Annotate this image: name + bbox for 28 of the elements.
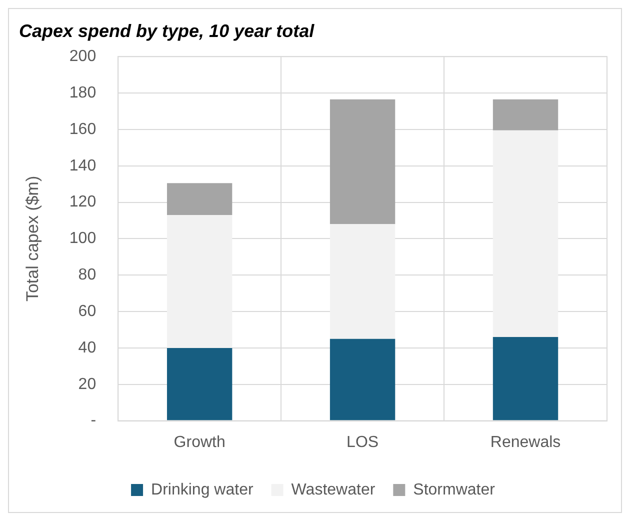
bar bbox=[492, 130, 558, 338]
bar bbox=[330, 338, 396, 420]
y-tick-label: 60 bbox=[78, 302, 96, 320]
bar bbox=[166, 183, 232, 216]
y-tick-label: 180 bbox=[69, 84, 96, 102]
y-axis-title: Total capex ($m) bbox=[22, 176, 42, 302]
y-tick-label: 100 bbox=[69, 230, 96, 248]
x-tick-label: Growth bbox=[174, 434, 226, 451]
x-tick-label: Renewals bbox=[490, 434, 561, 451]
bar bbox=[492, 99, 558, 130]
chart-title: Capex spend by type, 10 year total bbox=[19, 20, 316, 41]
bar bbox=[492, 337, 558, 420]
x-tick-label: LOS bbox=[346, 434, 379, 451]
bar bbox=[330, 99, 396, 224]
legend-label: Wastewater bbox=[291, 481, 376, 498]
y-tick-label: 120 bbox=[69, 194, 96, 211]
bar bbox=[330, 224, 396, 339]
y-tick-label: 160 bbox=[69, 120, 96, 138]
y-tick-label: 200 bbox=[69, 48, 96, 66]
y-tick-label: 20 bbox=[78, 376, 96, 393]
legend-label: Drinking water bbox=[151, 481, 254, 498]
y-tick-label: 40 bbox=[78, 339, 96, 356]
y-tick-label: - bbox=[90, 412, 96, 430]
y-tick-label: 140 bbox=[69, 157, 96, 174]
bar bbox=[166, 348, 232, 420]
bar bbox=[166, 215, 232, 348]
legend-label: Stormwater bbox=[413, 481, 496, 498]
y-tick-label: 80 bbox=[78, 266, 96, 284]
